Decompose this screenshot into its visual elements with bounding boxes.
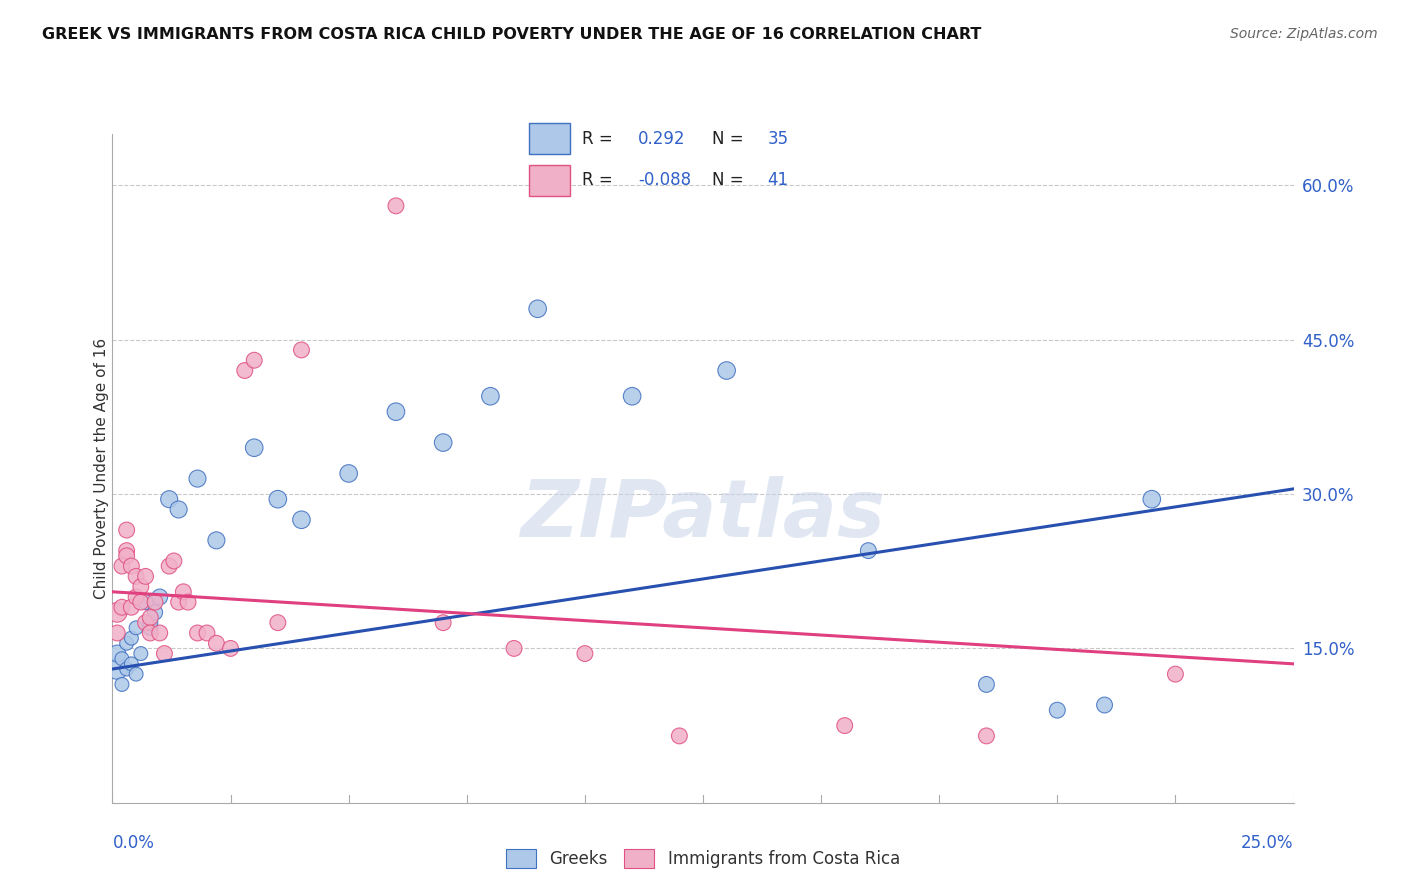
Point [111, 651, 134, 665]
Point [129, 595, 152, 609]
Point [385, 405, 408, 419]
Point [143, 595, 166, 609]
Point [233, 363, 256, 377]
Point [111, 677, 134, 691]
Point [195, 626, 218, 640]
Text: N =: N = [711, 129, 744, 148]
Point [105, 647, 128, 661]
Text: N =: N = [711, 170, 744, 189]
Point [105, 606, 128, 620]
Point [267, 492, 290, 507]
Point [115, 636, 138, 650]
Point [115, 523, 138, 537]
Point [105, 626, 128, 640]
Point [858, 543, 880, 558]
Point [574, 647, 596, 661]
Point [125, 667, 148, 681]
Point [243, 441, 266, 455]
Point [153, 647, 176, 661]
Point [834, 718, 856, 732]
Point [1164, 667, 1187, 681]
Point [111, 600, 134, 615]
Point [125, 590, 148, 604]
Text: R =: R = [582, 170, 613, 189]
Point [1046, 703, 1069, 717]
Point [432, 435, 454, 450]
Point [125, 621, 148, 635]
Point [149, 626, 172, 640]
Point [716, 363, 738, 377]
Text: 41: 41 [768, 170, 789, 189]
Text: 0.292: 0.292 [638, 129, 685, 148]
Point [290, 513, 312, 527]
Point [129, 647, 152, 661]
Point [243, 353, 266, 368]
Text: 35: 35 [768, 129, 789, 148]
Point [120, 559, 142, 574]
Point [621, 389, 644, 403]
Point [186, 626, 208, 640]
Point [1094, 698, 1116, 712]
Legend: Greeks, Immigrants from Costa Rica: Greeks, Immigrants from Costa Rica [499, 842, 907, 875]
Point [157, 559, 180, 574]
Point [139, 621, 162, 635]
Point [337, 467, 360, 481]
Point [115, 549, 138, 563]
Point [149, 590, 172, 604]
Point [290, 343, 312, 357]
Point [668, 729, 690, 743]
Point [139, 615, 162, 630]
Point [115, 543, 138, 558]
Text: ZIPatlas: ZIPatlas [520, 476, 886, 554]
Point [111, 559, 134, 574]
Point [432, 615, 454, 630]
Point [385, 199, 408, 213]
Point [135, 595, 157, 609]
Point [139, 626, 162, 640]
Text: GREEK VS IMMIGRANTS FROM COSTA RICA CHILD POVERTY UNDER THE AGE OF 16 CORRELATIO: GREEK VS IMMIGRANTS FROM COSTA RICA CHIL… [42, 27, 981, 42]
Point [267, 615, 290, 630]
FancyBboxPatch shape [530, 123, 569, 154]
Point [120, 657, 142, 671]
Point [219, 641, 242, 656]
Point [139, 610, 162, 624]
Point [135, 615, 157, 630]
Point [120, 600, 142, 615]
Point [143, 606, 166, 620]
Point [163, 554, 186, 568]
Point [172, 584, 194, 599]
Point [157, 492, 180, 507]
Point [526, 301, 548, 316]
Point [115, 662, 138, 676]
Point [135, 569, 157, 583]
Text: 25.0%: 25.0% [1241, 834, 1294, 852]
Y-axis label: Child Poverty Under the Age of 16: Child Poverty Under the Age of 16 [94, 338, 108, 599]
Point [1140, 492, 1163, 507]
Point [177, 595, 200, 609]
Point [167, 595, 190, 609]
Point [167, 502, 190, 516]
Text: 0.0%: 0.0% [112, 834, 155, 852]
Point [205, 636, 228, 650]
Point [105, 662, 128, 676]
Text: R =: R = [582, 129, 613, 148]
Point [120, 631, 142, 645]
Point [976, 729, 998, 743]
Text: -0.088: -0.088 [638, 170, 690, 189]
Point [205, 533, 228, 548]
FancyBboxPatch shape [530, 165, 569, 196]
Point [503, 641, 526, 656]
Point [186, 472, 208, 486]
Point [129, 580, 152, 594]
Point [479, 389, 502, 403]
Text: Source: ZipAtlas.com: Source: ZipAtlas.com [1230, 27, 1378, 41]
Point [125, 569, 148, 583]
Point [976, 677, 998, 691]
